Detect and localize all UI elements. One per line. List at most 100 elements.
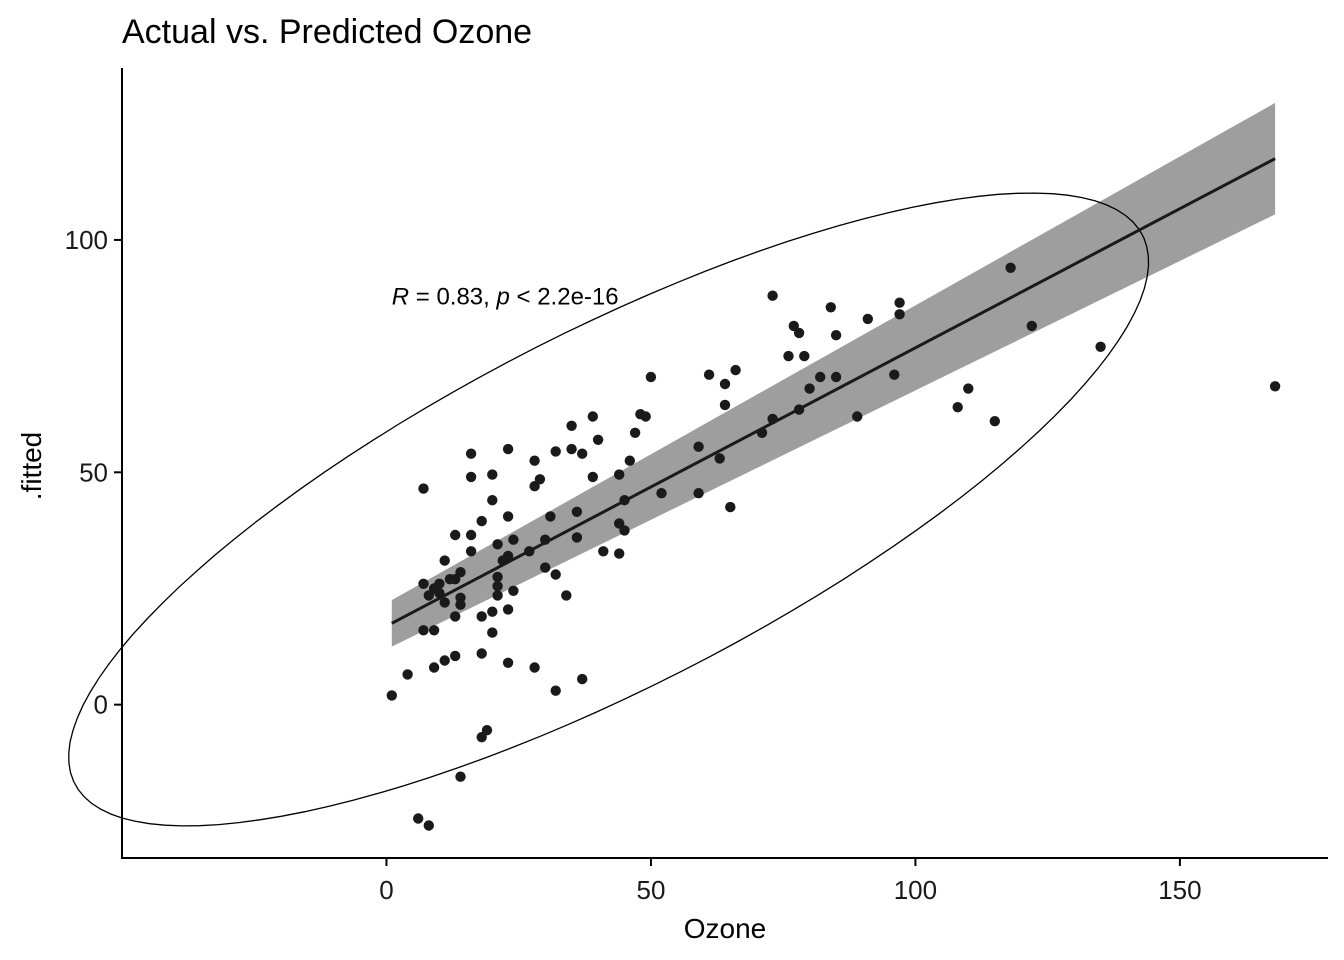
data-point	[640, 411, 651, 422]
data-point	[767, 290, 778, 301]
data-point	[550, 446, 561, 457]
data-point	[830, 371, 842, 383]
data-point	[1269, 381, 1281, 392]
data-point	[571, 532, 583, 543]
data-point	[561, 590, 572, 601]
annotation-r-symbol: R	[392, 284, 409, 311]
data-point	[465, 529, 477, 541]
data-point	[439, 555, 450, 566]
y-axis-ticks: 0 50 100	[65, 225, 122, 720]
data-point	[465, 471, 477, 483]
data-point	[487, 495, 498, 506]
confidence-ellipse	[68, 192, 1150, 827]
data-point	[476, 611, 487, 622]
correlation-annotation: R = 0.83, p < 2.2e-16	[392, 284, 619, 311]
x-axis-ticks: 0 50 100 150	[379, 858, 1202, 905]
data-point	[730, 364, 741, 376]
data-point	[423, 820, 434, 831]
data-point	[577, 673, 588, 685]
data-point	[476, 515, 487, 527]
data-point	[598, 546, 609, 557]
data-point	[529, 455, 540, 466]
data-point	[492, 571, 503, 583]
data-point	[465, 546, 477, 557]
annotation-p-symbol: p	[496, 284, 510, 311]
data-point	[487, 469, 498, 480]
data-point	[725, 501, 736, 513]
data-point	[487, 627, 498, 638]
data-point	[614, 548, 625, 559]
data-point	[894, 309, 905, 320]
data-point	[571, 506, 583, 517]
data-point	[719, 378, 731, 390]
y-axis-title: .fitted	[16, 432, 47, 500]
data-point	[1005, 262, 1016, 273]
data-point	[889, 369, 900, 380]
x-tick-label: 50	[636, 875, 665, 905]
data-point	[550, 569, 561, 580]
data-point	[492, 539, 503, 550]
data-point	[534, 474, 546, 485]
data-point	[540, 562, 551, 573]
data-point	[418, 578, 429, 589]
data-point	[830, 330, 842, 341]
data-point	[476, 648, 487, 659]
data-point	[587, 471, 598, 483]
x-tick-label: 0	[379, 875, 393, 905]
data-point	[963, 383, 974, 394]
data-point	[852, 411, 863, 422]
x-tick-label: 150	[1158, 875, 1201, 905]
data-point	[592, 434, 604, 445]
annotation-r-value: = 0.83,	[409, 284, 496, 311]
data-point	[428, 662, 440, 673]
data-point	[719, 399, 731, 411]
y-tick-label: 0	[94, 690, 108, 720]
data-point	[693, 488, 704, 499]
chart-title: Actual vs. Predicted Ozone	[122, 13, 532, 51]
data-point	[487, 606, 498, 617]
x-axis-title: Ozone	[684, 913, 767, 944]
data-point	[508, 585, 519, 596]
data-point	[629, 427, 641, 438]
data-point	[862, 313, 873, 325]
data-point	[439, 655, 450, 666]
data-point	[825, 302, 836, 313]
data-point	[402, 669, 413, 680]
data-point	[529, 662, 540, 673]
y-tick-label: 50	[79, 457, 108, 487]
data-point	[894, 297, 905, 308]
data-point	[418, 483, 429, 494]
data-point	[799, 350, 810, 362]
data-point	[645, 371, 657, 383]
data-point	[566, 443, 577, 455]
annotation-p-value: < 2.2e-16	[510, 284, 619, 311]
data-point	[815, 371, 826, 383]
data-point	[952, 402, 963, 413]
data-point	[439, 597, 450, 608]
data-point	[465, 448, 477, 459]
data-point	[793, 327, 805, 339]
data-point	[450, 611, 461, 622]
data-point	[502, 604, 514, 615]
data-point	[577, 448, 588, 459]
data-point	[418, 625, 429, 636]
regression-line	[391, 157, 1276, 625]
plot-area	[68, 102, 1281, 831]
data-point	[450, 650, 461, 662]
data-point	[455, 592, 466, 603]
data-point	[703, 369, 715, 380]
data-point	[434, 578, 445, 589]
data-point	[492, 590, 503, 601]
data-point	[624, 455, 635, 466]
data-point	[455, 567, 466, 578]
y-tick-label: 100	[65, 225, 108, 255]
data-point	[428, 625, 440, 636]
data-point	[619, 525, 630, 536]
data-point	[566, 420, 577, 431]
data-point	[502, 550, 514, 562]
data-point	[413, 813, 424, 824]
data-point	[502, 657, 514, 668]
data-point	[804, 383, 815, 394]
data-point	[481, 725, 493, 736]
data-point	[614, 469, 625, 480]
